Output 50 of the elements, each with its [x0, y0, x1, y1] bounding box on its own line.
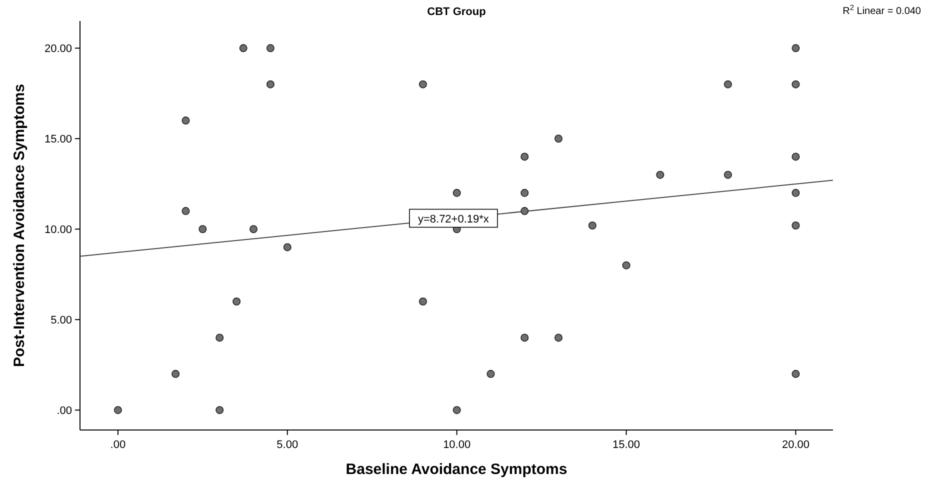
y-tick-label: 10.00 — [44, 224, 72, 236]
y-tick-label: .00 — [56, 405, 72, 418]
point — [418, 298, 427, 306]
point — [622, 261, 630, 270]
x-tick-label: 5.00 — [276, 439, 298, 451]
x-axis-title: Baseline Avoidance Symptoms — [346, 461, 568, 478]
point — [216, 334, 224, 342]
x-tick-label: 15.00 — [612, 439, 640, 451]
point — [250, 225, 258, 234]
y-tick-label: 15.00 — [44, 134, 72, 146]
point — [656, 170, 664, 179]
point — [418, 80, 427, 88]
point — [520, 152, 529, 161]
point — [486, 370, 495, 378]
point — [520, 188, 529, 197]
point — [114, 406, 122, 414]
x-tick-label: 10.00 — [443, 439, 471, 451]
point — [792, 222, 800, 230]
point — [182, 116, 190, 125]
point — [792, 188, 800, 197]
point — [266, 44, 274, 52]
point — [283, 243, 292, 252]
point — [198, 225, 207, 234]
point — [216, 406, 224, 414]
point — [182, 207, 190, 216]
x-tick-label: 20.00 — [782, 439, 810, 451]
annotation: y=8.72+0.19*x — [418, 213, 490, 226]
point — [554, 134, 563, 143]
point — [792, 80, 800, 88]
point — [554, 334, 563, 342]
y-tick-label: 5.00 — [50, 314, 72, 327]
point — [172, 370, 180, 378]
point — [588, 222, 596, 230]
x-tick-label: .00 — [110, 439, 126, 451]
point — [792, 44, 800, 52]
point — [724, 80, 732, 88]
point — [452, 188, 461, 197]
point — [239, 44, 248, 52]
point — [724, 170, 732, 179]
chart-title: CBT Group — [427, 6, 486, 18]
point — [520, 207, 529, 216]
y-axis-title: Post-Intervention Avoidance Symptoms — [11, 84, 28, 368]
point — [266, 80, 274, 88]
point — [232, 298, 241, 306]
point — [452, 406, 461, 414]
text: R$^{2}$ Linear = 0.040 — [842, 2, 922, 17]
point — [792, 370, 800, 378]
point — [792, 152, 800, 161]
point — [520, 334, 529, 342]
y-tick-label: 20.00 — [44, 43, 72, 56]
